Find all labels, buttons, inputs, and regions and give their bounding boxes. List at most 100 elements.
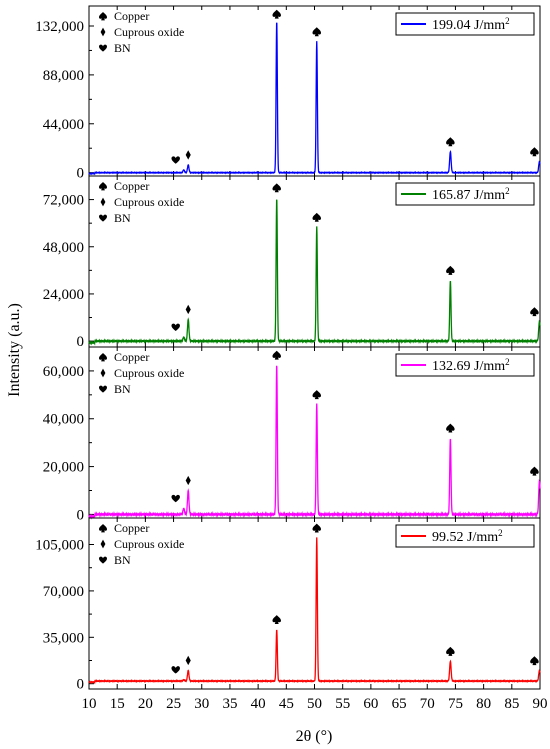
legend-label: BN <box>114 41 131 55</box>
spectrum-line <box>88 365 541 520</box>
legend-heart-icon <box>99 214 107 222</box>
x-tick-label: 40 <box>251 696 266 712</box>
x-axis-title: 2θ (°) <box>296 728 333 745</box>
energy-legend: 199.04 J/mm2 <box>395 12 535 36</box>
panel-1: 0 44,000 88,000 132,000 Copper Cuprous oxide B… <box>35 5 541 182</box>
y-tick-label: 20,000 <box>43 460 84 476</box>
peak-marker-spade <box>530 307 539 317</box>
legend-heart-icon <box>99 385 107 393</box>
peak-marker-spade <box>272 183 281 193</box>
legend-heart-icon <box>99 44 107 52</box>
legend-label: BN <box>114 382 131 396</box>
x-tick-label: 50 <box>307 696 322 712</box>
legend-diamond-icon <box>100 539 106 549</box>
peak-marker-spade <box>312 390 322 400</box>
panel-3: 0 20,000 40,000 60,000 Copper Cuprous oxide BN… <box>43 346 541 523</box>
spectrum-line <box>88 537 541 685</box>
x-tick-label: 35 <box>222 696 237 712</box>
legend-label: Copper <box>114 9 149 23</box>
energy-legend-superscript: 2 <box>498 528 503 538</box>
y-tick-label: 105,000 <box>35 538 84 554</box>
spectrum-line <box>88 199 541 346</box>
y-tick-label: 0 <box>77 334 85 350</box>
energy-legend-superscript: 2 <box>505 357 510 367</box>
peak-marker-spade <box>446 265 455 275</box>
legend-label: Cuprous oxide <box>114 25 184 39</box>
x-tick-label: 60 <box>363 696 378 712</box>
x-tick-label: 70 <box>420 696 435 712</box>
y-axis-title: Intensity (a.u.) <box>6 303 23 397</box>
y-tick-label: 44,000 <box>43 117 84 133</box>
energy-legend-superscript: 2 <box>505 186 510 196</box>
panels-layer: 0 44,000 88,000 132,000 Copper Cuprous oxide B… <box>35 5 541 693</box>
legend-label: Copper <box>114 521 149 535</box>
peak-marker-diamond <box>185 304 191 315</box>
legend-spade-icon <box>99 353 107 362</box>
spectrum-line <box>88 22 541 176</box>
energy-legend-box <box>395 524 535 548</box>
y-tick-label: 35,000 <box>43 630 84 646</box>
x-axis: 10 15 20 25 30 35 40 45 50 55 60 65 70 75 80 85 90 <box>82 696 548 712</box>
peak-marker-heart <box>171 494 180 503</box>
y-tick-label: 132,000 <box>35 19 84 35</box>
legend-label: Cuprous oxide <box>114 195 184 209</box>
x-tick-label: 45 <box>279 696 294 712</box>
energy-legend-label: 199.04 J/mm2 <box>432 16 510 33</box>
x-tick-label: 80 <box>476 696 491 712</box>
x-tick-label: 65 <box>392 696 407 712</box>
peak-marker-spade <box>272 350 281 360</box>
peak-marker-heart <box>171 666 180 674</box>
phase-legend: Copper Cuprous oxide BN <box>99 9 184 55</box>
legend-label: Copper <box>114 179 149 193</box>
energy-legend-label: 99.52 J/mm2 <box>432 528 503 545</box>
panel-4: 0 35,000 70,000 105,000 Copper Cuprous oxide B… <box>35 517 541 693</box>
x-tick-label: 20 <box>138 696 153 712</box>
x-tick-label: 10 <box>82 696 97 712</box>
y-tick-label: 40,000 <box>43 412 84 428</box>
peak-marker-diamond <box>185 150 191 160</box>
peak-marker-spade <box>530 656 539 666</box>
energy-legend-label: 165.87 J/mm2 <box>432 186 510 203</box>
peak-marker-spade <box>312 523 322 533</box>
peak-marker-spade <box>272 615 281 625</box>
peak-marker-diamond <box>185 655 191 666</box>
energy-legend-superscript: 2 <box>505 16 510 26</box>
peak-marker-spade <box>272 9 281 19</box>
peak-marker-spade <box>446 423 455 433</box>
x-tick-label: 75 <box>448 696 463 712</box>
legend-label: Copper <box>114 350 149 364</box>
legend-label: Cuprous oxide <box>114 537 184 551</box>
peak-marker-spade <box>530 466 539 476</box>
legend-spade-icon <box>99 12 107 21</box>
legend-label: BN <box>114 211 131 225</box>
legend-diamond-icon <box>100 27 106 37</box>
energy-legend-box <box>395 353 535 377</box>
y-tick-label: 88,000 <box>43 68 84 84</box>
energy-legend: 132.69 J/mm2 <box>395 353 535 377</box>
y-tick-label: 24,000 <box>43 287 84 303</box>
phase-legend: Copper Cuprous oxide BN <box>99 521 184 567</box>
y-tick-label: 0 <box>77 166 85 182</box>
legend-diamond-icon <box>100 368 106 378</box>
legend-spade-icon <box>99 524 107 533</box>
peak-marker-spade <box>530 147 539 157</box>
energy-legend: 99.52 J/mm2 <box>395 524 535 548</box>
x-tick-label: 55 <box>335 696 350 712</box>
y-tick-label: 0 <box>77 507 85 523</box>
y-tick-label: 48,000 <box>43 240 84 256</box>
phase-legend: Copper Cuprous oxide BN <box>99 350 184 396</box>
x-tick-label: 90 <box>533 696 548 712</box>
peak-marker-heart <box>171 323 180 331</box>
peak-marker-spade <box>312 27 322 37</box>
energy-legend-box <box>395 12 535 36</box>
x-tick-label: 30 <box>194 696 209 712</box>
legend-heart-icon <box>99 556 107 564</box>
legend-label: Cuprous oxide <box>114 366 184 380</box>
x-tick-label: 85 <box>504 696 519 712</box>
legend-diamond-icon <box>100 197 106 207</box>
energy-legend-label: 132.69 J/mm2 <box>432 357 510 374</box>
y-tick-label: 70,000 <box>43 584 84 600</box>
peak-marker-spade <box>446 137 455 147</box>
peak-marker-spade <box>312 212 322 222</box>
peak-marker-diamond <box>185 475 191 486</box>
